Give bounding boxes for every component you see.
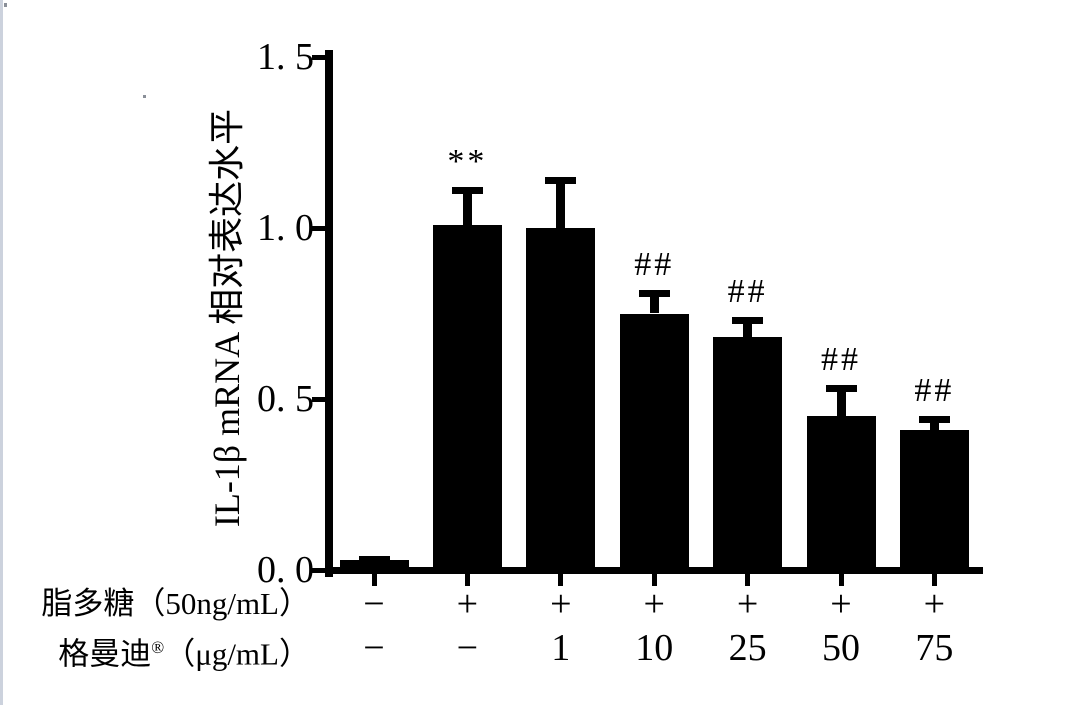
row-cell: + (830, 583, 852, 625)
bar (339, 559, 409, 572)
row-cell: + (736, 583, 759, 625)
x-tick (464, 574, 470, 586)
error-bar-cap (732, 316, 764, 324)
row-cell: + (456, 583, 479, 625)
y-tick-label: 1. 5 (257, 36, 314, 78)
scan-artifact-dot (143, 95, 146, 98)
significance-annotation: ## (727, 272, 768, 310)
y-tick (312, 54, 325, 60)
bar (899, 429, 969, 572)
x-tick (838, 574, 844, 586)
bar (713, 337, 783, 572)
error-bar-cap (451, 186, 483, 194)
error-bar-stem (743, 316, 753, 338)
y-axis-label: IL-1β mRNA 相对表达水平 (207, 108, 247, 528)
y-tick (312, 567, 325, 573)
error-bar-cap (918, 416, 950, 424)
row-label: 格曼迪®（μg/mL） (58, 623, 310, 673)
error-bar-cap (825, 385, 857, 393)
significance-annotation: ## (821, 341, 861, 379)
row-cell: + (923, 583, 946, 625)
row-cell: − (456, 627, 479, 669)
x-tick (931, 574, 937, 586)
significance-annotation: ## (914, 372, 955, 410)
x-tick (371, 574, 377, 586)
row-label-text: 脂多糖（50ng/mL） (41, 586, 310, 621)
bar (806, 416, 876, 572)
row-cell: 50 (822, 627, 860, 669)
x-tick (745, 574, 751, 586)
y-tick-label: 1. 0 (257, 207, 314, 249)
row-label-text: （μg/mL） (164, 636, 310, 672)
error-bar-stem (556, 176, 566, 228)
x-tick (651, 574, 657, 586)
registered-trademark-sup: ® (151, 638, 165, 657)
row-cell: 1 (551, 627, 571, 669)
y-tick (312, 396, 325, 402)
row-cell: − (363, 627, 385, 669)
row-cell: + (550, 583, 572, 625)
row-label-text: 格曼迪 (58, 636, 152, 672)
error-bar-stem (462, 186, 472, 225)
y-tick-label: 0. 5 (257, 378, 314, 420)
row-cell: + (643, 583, 665, 625)
significance-annotation: ## (634, 245, 675, 283)
row-cell: 25 (728, 627, 767, 669)
x-tick (558, 574, 564, 586)
error-bar-cap (545, 176, 577, 184)
page-edge-line (0, 0, 3, 705)
error-bar-stem (649, 289, 659, 314)
bar (432, 224, 502, 572)
row-label: 脂多糖（50ng/mL） (41, 579, 310, 629)
error-bar-stem (836, 385, 846, 417)
significance-annotation: ** (447, 142, 488, 180)
y-tick (312, 225, 325, 231)
row-cell: − (363, 583, 385, 625)
y-axis-spine (325, 50, 333, 577)
y-tick-label: 0. 0 (257, 549, 314, 591)
bar (619, 313, 689, 572)
bar (526, 228, 596, 572)
row-cell: 75 (915, 627, 954, 669)
error-bar-cap (638, 289, 670, 297)
scan-artifact-dot (4, 3, 7, 7)
row-cell: 10 (635, 627, 674, 669)
